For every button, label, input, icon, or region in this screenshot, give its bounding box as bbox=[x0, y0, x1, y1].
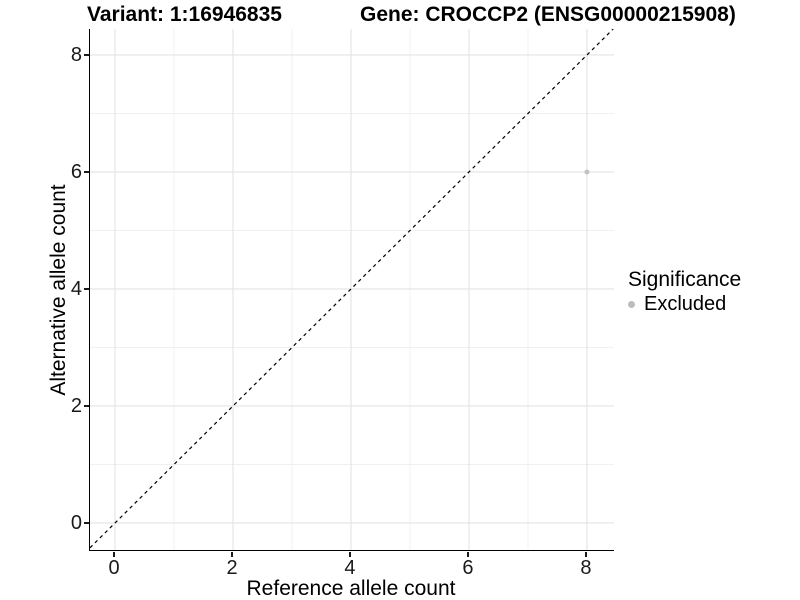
x-tick-mark bbox=[467, 551, 469, 557]
y-tick-label: 6 bbox=[70, 160, 82, 183]
y-tick-mark bbox=[83, 54, 89, 56]
y-tick-mark bbox=[83, 288, 89, 290]
x-axis-title: Reference allele count bbox=[246, 577, 456, 600]
x-tick-label: 8 bbox=[580, 557, 592, 579]
identity-reference-line bbox=[90, 29, 614, 549]
legend-title: Significance bbox=[628, 268, 742, 291]
x-tick-label: 4 bbox=[344, 557, 356, 579]
legend: Significance Excluded bbox=[628, 268, 741, 315]
plot-title-variant: Variant: 1:16946835 bbox=[87, 3, 282, 26]
legend-key-dot-icon bbox=[628, 300, 635, 308]
x-tick-mark bbox=[113, 551, 115, 557]
y-tick-label: 2 bbox=[70, 394, 82, 417]
y-tick-mark bbox=[83, 405, 89, 407]
x-tick-label: 6 bbox=[462, 557, 474, 579]
legend-item-label: Excluded bbox=[644, 293, 727, 315]
y-tick-label: 8 bbox=[70, 43, 82, 66]
y-tick-label: 4 bbox=[70, 277, 82, 300]
x-tick-label: 0 bbox=[108, 557, 120, 579]
data-point bbox=[584, 169, 590, 175]
chart-svg bbox=[90, 29, 614, 550]
x-tick-mark bbox=[585, 551, 587, 557]
x-tick-mark bbox=[231, 551, 233, 557]
x-tick-mark bbox=[349, 551, 351, 557]
y-tick-mark bbox=[83, 522, 89, 524]
y-tick-label: 0 bbox=[70, 511, 82, 534]
x-tick-label: 2 bbox=[226, 557, 238, 579]
plot-title-gene: Gene: CROCCP2 (ENSG00000215908) bbox=[360, 3, 736, 26]
plot-panel bbox=[89, 29, 614, 551]
legend-item: Excluded bbox=[628, 293, 741, 315]
y-tick-mark bbox=[83, 171, 89, 173]
